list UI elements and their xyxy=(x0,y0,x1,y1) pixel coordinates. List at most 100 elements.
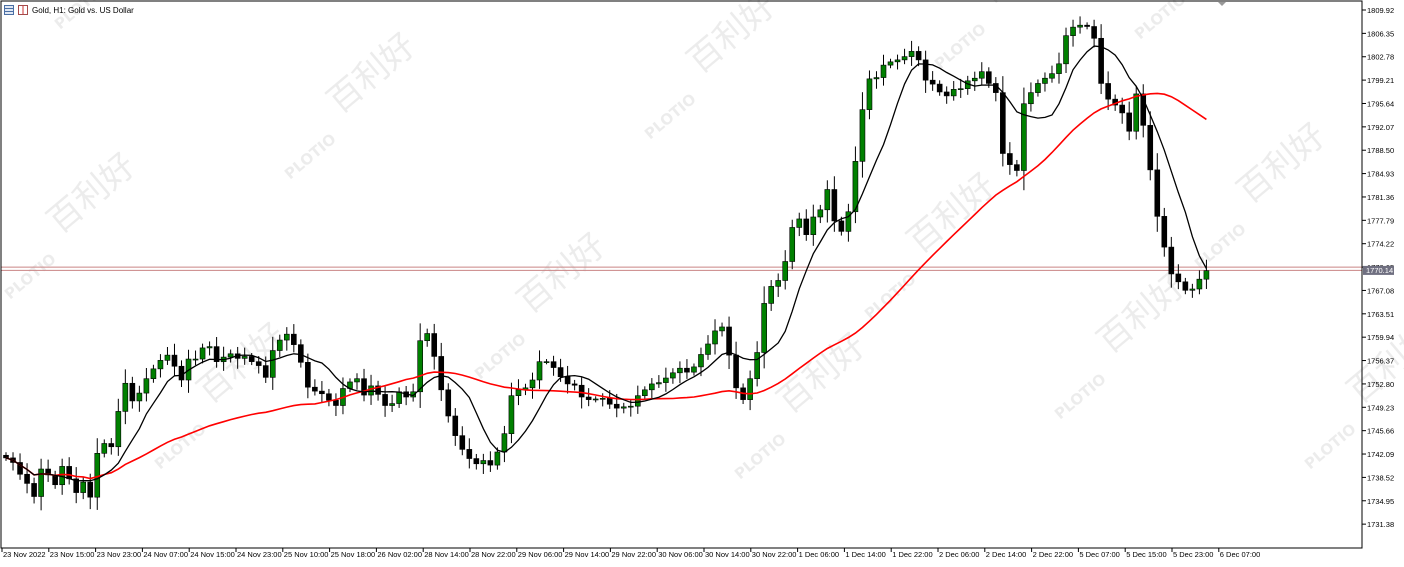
chart-type-icon[interactable] xyxy=(18,5,28,15)
candle-body xyxy=(929,79,936,85)
candle-body xyxy=(599,398,606,400)
candle xyxy=(150,364,157,383)
candle-body xyxy=(424,333,431,342)
x-tick-label: 24 Nov 07:00 xyxy=(143,550,188,559)
watermark-cn-text: 百利好 xyxy=(40,145,144,241)
candle-body xyxy=(1056,63,1062,74)
candle-body xyxy=(557,367,564,378)
candle-body xyxy=(838,220,845,232)
candle xyxy=(922,50,929,93)
candle-body xyxy=(1007,153,1013,165)
candle-body xyxy=(291,333,297,345)
time-axis[interactable]: 23 Nov 2022 23 Nov 15:00 23 Nov 23:00 24 No… xyxy=(1,548,1260,559)
y-tick-label: 1809.92 xyxy=(1367,6,1394,15)
candle xyxy=(1084,22,1090,30)
candle xyxy=(269,336,276,390)
candle-body xyxy=(796,218,803,228)
candle-body xyxy=(122,382,129,412)
candle xyxy=(192,350,199,366)
candle xyxy=(929,71,936,91)
x-tick-label: 30 Nov 14:00 xyxy=(705,550,750,559)
x-tick-label: 30 Nov 06:00 xyxy=(658,550,703,559)
watermark-cn-text: 百利好 xyxy=(680,0,784,82)
candle xyxy=(705,335,711,360)
candle xyxy=(333,393,339,416)
candle-body xyxy=(606,398,613,405)
y-tick-label: 1745.66 xyxy=(1367,427,1394,436)
candle-body xyxy=(747,378,753,400)
candle-body xyxy=(859,109,866,162)
candle xyxy=(1168,236,1175,288)
candle-body xyxy=(452,415,459,436)
candle-body xyxy=(375,385,381,395)
candle-body xyxy=(108,443,115,448)
x-tick-label: 29 Nov 06:00 xyxy=(518,550,563,559)
candle-body xyxy=(326,393,332,401)
candle xyxy=(480,453,487,474)
candle xyxy=(964,75,971,95)
candle-body xyxy=(985,71,992,84)
candle-body xyxy=(354,378,360,383)
y-tick-label: 1763.51 xyxy=(1367,310,1394,319)
candle xyxy=(508,382,515,444)
candle xyxy=(164,346,171,365)
watermark: PLOTIO 百利好 xyxy=(731,325,874,483)
x-tick-label: 23 Nov 23:00 xyxy=(97,550,142,559)
candle-body xyxy=(255,361,262,366)
x-tick-label: 28 Nov 22:00 xyxy=(471,550,516,559)
candle xyxy=(754,341,760,387)
chart-list-icon[interactable] xyxy=(4,5,14,15)
candle-body xyxy=(761,303,767,353)
candlestick-series xyxy=(3,16,1210,511)
x-tick-label: 25 Nov 10:00 xyxy=(284,550,329,559)
candle xyxy=(17,453,23,480)
x-tick-label: 30 Nov 22:00 xyxy=(752,550,797,559)
plot-border xyxy=(0,0,1363,549)
watermark-logo-text: PLOTIO xyxy=(1051,370,1110,423)
candle xyxy=(445,383,452,423)
candle-body xyxy=(698,354,704,368)
candle xyxy=(915,46,922,67)
candle-body xyxy=(789,227,796,262)
candle xyxy=(101,439,108,458)
candle xyxy=(796,212,803,237)
candle xyxy=(789,219,796,270)
candle xyxy=(410,383,416,402)
candle xyxy=(501,425,508,463)
candle-body xyxy=(620,406,627,409)
y-tick-label: 1738.52 xyxy=(1367,473,1394,482)
candle xyxy=(1119,97,1125,124)
candle xyxy=(1021,87,1027,191)
candle-body xyxy=(305,362,311,388)
candle-body xyxy=(1168,246,1175,275)
plot-frame xyxy=(0,0,1363,549)
candle xyxy=(87,473,94,510)
y-tick-label: 1802.78 xyxy=(1367,53,1394,62)
x-tick-label: 1 Dec 06:00 xyxy=(799,550,839,559)
candle xyxy=(880,54,887,86)
triangle-down-icon[interactable] xyxy=(1218,2,1226,6)
candle-body xyxy=(571,383,578,386)
x-tick-label: 28 Nov 14:00 xyxy=(424,550,469,559)
candle-body xyxy=(705,343,711,355)
candle-body xyxy=(333,399,339,406)
candle xyxy=(389,394,395,412)
candle-body xyxy=(1196,278,1203,290)
y-tick-label: 1781.36 xyxy=(1367,193,1394,202)
candle-body xyxy=(684,367,690,373)
candle xyxy=(1175,264,1182,290)
y-tick-label: 1767.08 xyxy=(1367,286,1394,295)
candle xyxy=(1063,27,1069,74)
candle xyxy=(1035,79,1041,97)
x-tick-label: 2 Dec 22:00 xyxy=(1033,550,1073,559)
candle xyxy=(213,337,220,368)
candle-body xyxy=(487,460,494,466)
x-tick-label: 24 Nov 15:00 xyxy=(190,550,235,559)
candle xyxy=(592,396,599,403)
candle xyxy=(1133,85,1140,140)
candle-body xyxy=(712,330,718,345)
candle xyxy=(803,209,810,241)
y-tick-label: 1788.50 xyxy=(1367,146,1394,155)
